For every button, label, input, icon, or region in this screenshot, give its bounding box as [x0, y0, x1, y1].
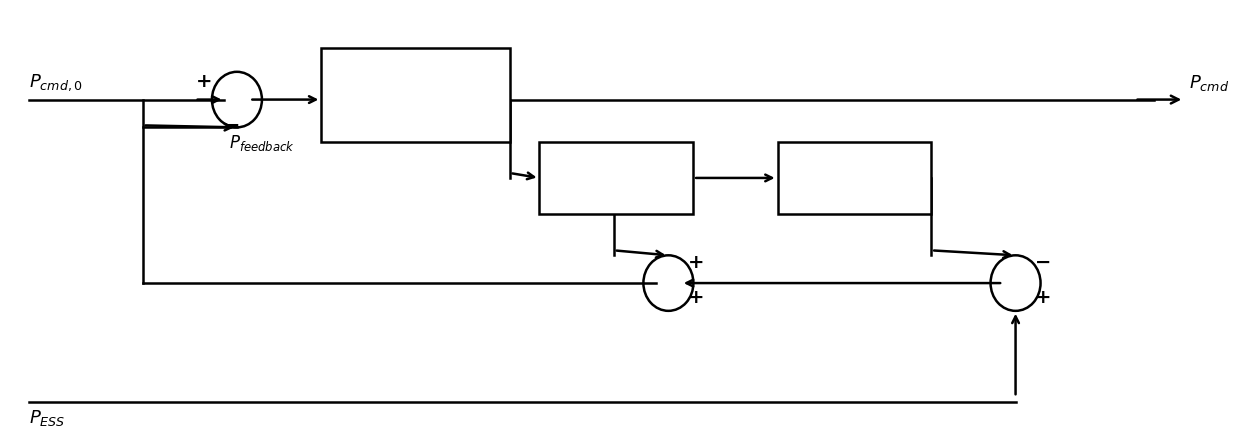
Text: $P_{ESS}$: $P_{ESS}$: [29, 407, 64, 427]
Text: $P_{cmd,0}$: $P_{cmd,0}$: [29, 72, 82, 92]
Text: −: −: [224, 117, 241, 135]
Bar: [777, 143, 931, 214]
Text: −: −: [1035, 253, 1052, 272]
Text: 控制器: 控制器: [398, 104, 433, 123]
Text: +: +: [688, 253, 704, 272]
Text: +: +: [1035, 288, 1052, 306]
Text: $e^{-\tau s}$: $e^{-\tau s}$: [833, 168, 875, 188]
Text: +: +: [196, 72, 212, 90]
Text: 比例积分: 比例积分: [392, 79, 439, 98]
Text: $P_{cmd}$: $P_{cmd}$: [1189, 72, 1229, 92]
Text: $P_{feedback}$: $P_{feedback}$: [229, 133, 295, 153]
Text: $H(s)$: $H(s)$: [596, 168, 636, 189]
Text: +: +: [688, 288, 704, 306]
Bar: [321, 49, 510, 143]
Bar: [539, 143, 693, 214]
